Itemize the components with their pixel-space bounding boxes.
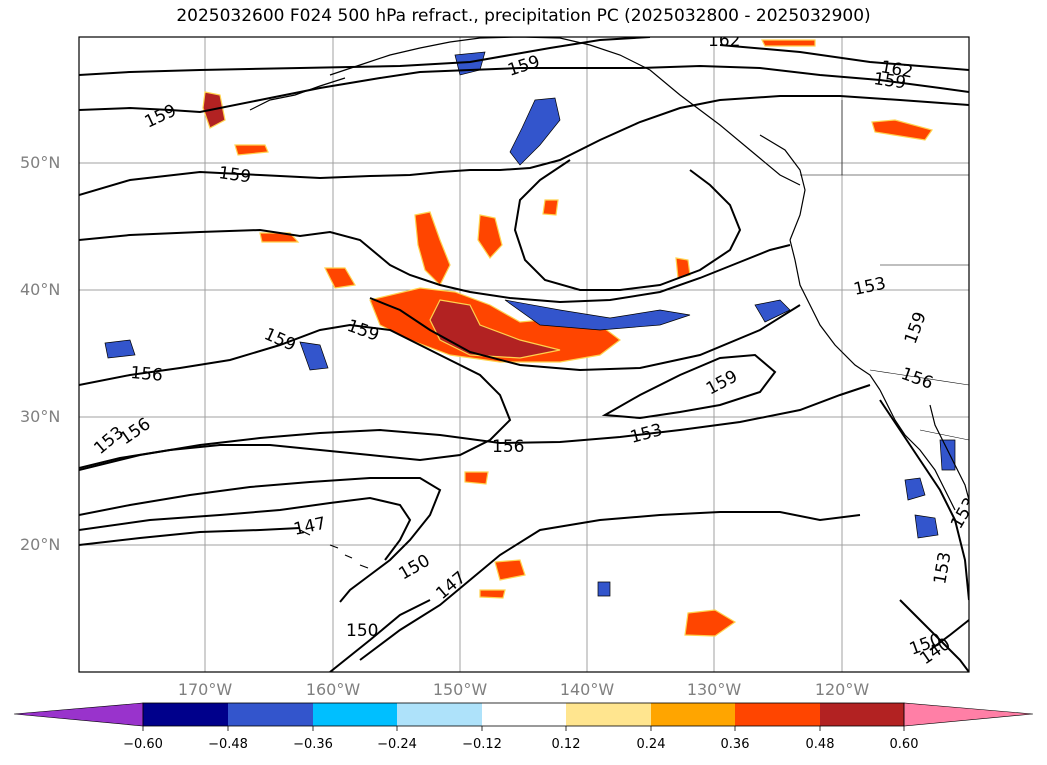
colorbar-tick-label: −0.48 (208, 737, 248, 752)
lat-label-30n: 30°N (20, 407, 61, 426)
colorbar-tick-label: −0.24 (377, 737, 417, 752)
contour-159-top (79, 64, 969, 114)
cool-blob-4 (299, 341, 329, 371)
aleutians (249, 77, 346, 111)
warm-blob-8 (494, 559, 526, 581)
contour-159-mid (79, 95, 969, 196)
contour-153-right (879, 399, 969, 601)
refractivity-contours (79, 37, 969, 672)
colorbar-under-arrow (13, 702, 144, 727)
colorbar-tick-label: 0.24 (636, 737, 666, 752)
warm-blob-5 (234, 144, 269, 156)
contour-label: 159 (872, 69, 907, 93)
contour-159-inner (601, 353, 777, 420)
colorbar-segment (228, 703, 313, 726)
warm-blob-9 (675, 257, 691, 279)
warm-blob-1 (414, 211, 451, 287)
contour-150c (329, 599, 431, 672)
contour-156 (79, 228, 791, 304)
colorbar-tick-label: −0.60 (123, 737, 163, 752)
colorbar-segment (482, 703, 566, 726)
plot-frame (78, 36, 970, 673)
lon-label-140w: 140°W (559, 680, 615, 699)
warm-blob-3 (324, 267, 356, 289)
contour-162 (79, 37, 651, 76)
hawaii-islands (299, 529, 369, 569)
colorbar-tick-label: −0.12 (462, 737, 502, 752)
contour-147b (359, 511, 861, 661)
cool-blob-3 (104, 339, 136, 359)
colorbar-tick-label: 0.60 (889, 737, 919, 752)
warm-blob-11 (464, 471, 489, 485)
baja-coast (879, 389, 956, 511)
contour-150-right (899, 599, 969, 672)
contour-label: 156 (492, 437, 524, 457)
cool-blob-1 (509, 97, 561, 166)
colorbar (13, 702, 1034, 731)
colorbar-segment (397, 703, 482, 726)
contour-150b (79, 527, 301, 546)
contour-label: 150 (346, 621, 378, 641)
contour-162b (719, 44, 969, 71)
contour-153 (79, 384, 871, 471)
mexico-coast (929, 404, 969, 501)
map-title: 2025032600 F024 500 hPa refract., precip… (176, 6, 871, 26)
cool-blob-9 (597, 581, 611, 597)
colorbar-segment (313, 703, 397, 726)
lat-label-40n: 40°N (20, 280, 61, 299)
warm-blob-2 (477, 214, 503, 259)
warm-blob-10 (871, 119, 933, 141)
contour-label: 162 (708, 31, 740, 51)
contour-150 (79, 477, 442, 603)
precip-positive-fills (202, 39, 933, 637)
colorbar-over-arrow (903, 702, 1034, 727)
contour-140-right (929, 619, 969, 651)
borders (800, 100, 969, 441)
us-west-coast (789, 239, 881, 391)
cool-blob-8 (939, 439, 956, 471)
colorbar-segment (735, 703, 820, 726)
main-warm-core (429, 299, 561, 359)
contour-159-band (369, 297, 801, 372)
lon-label-160w: 160°W (305, 680, 361, 699)
warm-blob-14 (761, 39, 816, 47)
colorbar-segment (651, 703, 735, 726)
main-warm-band (369, 287, 621, 363)
lat-label-50n: 50°N (20, 153, 61, 172)
coastlines (249, 37, 969, 569)
colorbar-tick-label: 0.12 (551, 737, 581, 752)
contour-label: 159 (217, 163, 252, 187)
colorbar-frame (142, 702, 905, 727)
contour-label: 156 (130, 363, 164, 386)
colorbar-segment (143, 703, 228, 726)
lon-label-170w: 170°W (177, 680, 233, 699)
bc-coast (759, 134, 806, 241)
colorbar-tick-label: 0.48 (805, 737, 835, 752)
colorbar-tick-label: −0.36 (293, 737, 333, 752)
cool-blob-6 (904, 477, 926, 501)
colorbar-segment (566, 703, 651, 726)
lon-label-120w: 120°W (814, 680, 870, 699)
warm-blob-12 (479, 589, 506, 599)
alaska-coast (329, 37, 801, 186)
colorbar-segment (820, 703, 904, 726)
cool-blob-5 (754, 299, 791, 323)
contour-156-lower (79, 323, 512, 469)
lon-label-150w: 150°W (432, 680, 488, 699)
lon-label-130w: 130°W (686, 680, 742, 699)
contour-147 (79, 496, 412, 561)
contour-159-loop (513, 159, 742, 291)
colorbar-tick-label: 0.36 (720, 737, 750, 752)
cool-blob-7 (914, 514, 939, 539)
cool-band-1 (504, 299, 691, 331)
warm-blob-13 (542, 199, 559, 216)
warm-blob-7 (684, 609, 737, 637)
lat-label-20n: 20°N (20, 535, 61, 554)
